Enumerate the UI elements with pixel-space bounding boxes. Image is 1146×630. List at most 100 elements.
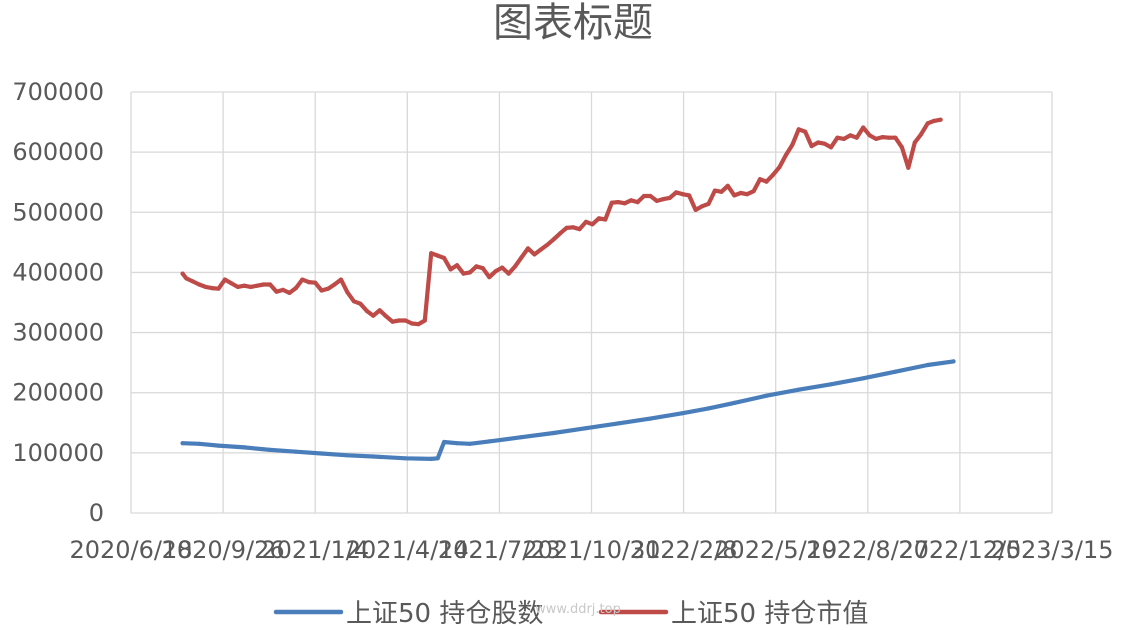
- series-2-point: [371, 313, 376, 318]
- series-2-point: [848, 133, 853, 138]
- series-2-point: [261, 282, 266, 287]
- series-2-point: [525, 246, 531, 251]
- series-2-point: [222, 277, 227, 282]
- x-tick-label: 2021/4/14: [346, 536, 469, 564]
- series-2-point: [906, 165, 911, 170]
- y-tick-label: 300000: [12, 319, 104, 347]
- series-2-point: [448, 267, 453, 272]
- series-2-point: [816, 140, 821, 145]
- series-2-point: [629, 198, 634, 203]
- series-1-point: [467, 441, 472, 446]
- series-2-point: [345, 290, 350, 295]
- x-tick-label: 2022/2/8: [630, 536, 738, 564]
- y-tick-label: 600000: [12, 138, 104, 166]
- series-1-point: [861, 376, 866, 381]
- chart-title: 图表标题: [493, 0, 653, 46]
- series-2-point: [319, 288, 324, 293]
- series-1-point: [893, 369, 898, 374]
- series-2-point: [571, 225, 576, 230]
- series-2-point: [235, 284, 240, 289]
- series-2-point: [538, 247, 543, 252]
- series-1-point: [951, 359, 956, 364]
- y-tick-label: 100000: [12, 439, 104, 467]
- series-1-point: [925, 362, 930, 368]
- series-1-point: [706, 406, 711, 411]
- series-1-point: [732, 400, 737, 405]
- series-2-point: [648, 193, 653, 199]
- series-1-point: [345, 453, 350, 458]
- series-2-point: [732, 193, 737, 198]
- series-2-point: [828, 145, 834, 150]
- x-tick-label: 2021/1/4: [261, 536, 369, 564]
- x-tick-label: 2023/3/15: [990, 536, 1113, 564]
- series-2-point: [487, 275, 492, 280]
- series-2-point: [390, 319, 395, 324]
- series-2-point: [248, 284, 253, 289]
- series-2-point: [770, 172, 776, 178]
- legend-label-2: 上证50 持仓市值: [671, 599, 868, 629]
- series-2-point: [493, 269, 498, 274]
- series-2-point: [461, 271, 466, 276]
- series-2-point: [403, 318, 408, 323]
- series-2-point: [603, 217, 608, 222]
- y-tick-label: 0: [89, 499, 104, 527]
- series-2-point: [519, 255, 524, 260]
- chart-legend: 上证50 持仓股数 上证50 持仓市值: [273, 599, 868, 629]
- series-1-point: [429, 456, 434, 461]
- series-2-point: [919, 132, 924, 137]
- series-2-point: [229, 281, 234, 286]
- series-2-point: [409, 321, 414, 326]
- series-2-point: [790, 142, 795, 147]
- watermark-text: www.ddrj.top: [535, 602, 621, 617]
- series-2-point: [809, 144, 814, 149]
- series-2-point: [867, 133, 872, 138]
- series-2-point: [326, 286, 331, 291]
- series-2-point: [712, 188, 718, 193]
- series-2-point: [280, 287, 286, 292]
- series-2-point: [532, 252, 537, 257]
- series-2-point: [783, 153, 788, 158]
- series-2-point: [803, 129, 808, 134]
- series-2-point: [745, 192, 750, 197]
- series-2-point: [377, 308, 382, 313]
- series-2-point: [777, 165, 782, 170]
- legend-label-1: 上证50 持仓股数: [346, 599, 543, 629]
- series-2-point: [938, 117, 943, 122]
- series-2-point: [596, 216, 602, 221]
- series-2-point: [583, 219, 589, 224]
- series-line-2: [180, 117, 943, 327]
- series-2-point: [899, 145, 905, 150]
- series-2-point: [180, 271, 185, 276]
- y-axis-tick-labels: 0 100000 200000 300000 400000 500000 600000 700…: [12, 78, 104, 527]
- series-1-point: [680, 411, 685, 416]
- series-2-point: [429, 251, 434, 256]
- series-2-point: [506, 271, 511, 276]
- series-2-point: [757, 177, 763, 182]
- series-2-point: [861, 125, 866, 130]
- series-2-point: [364, 308, 369, 313]
- series-2-point: [313, 280, 318, 285]
- series-1-point: [519, 435, 524, 440]
- series-2-point: [384, 314, 389, 319]
- series-2-point: [680, 192, 685, 197]
- series-2-point: [293, 286, 298, 291]
- series-2-point: [874, 136, 879, 141]
- chart-gridlines: [130, 91, 1053, 514]
- series-2-point: [184, 276, 189, 281]
- x-tick-label: 2020/6/18: [69, 536, 192, 564]
- series-2-point: [209, 286, 215, 291]
- series-2-point: [796, 127, 801, 132]
- series-2-point: [442, 255, 447, 261]
- series-2-point: [545, 242, 550, 247]
- series-2-point: [274, 289, 279, 294]
- series-2-point: [912, 140, 917, 145]
- series-2-point: [558, 231, 563, 236]
- x-tick-label: 2022/8/27: [806, 536, 929, 564]
- series-1-point: [648, 416, 653, 421]
- series-2-point: [351, 299, 356, 304]
- series-2-point: [687, 193, 692, 198]
- series-2-point: [738, 190, 743, 196]
- series-2-point: [725, 183, 730, 188]
- series-1-point: [442, 439, 447, 445]
- series-1-point: [180, 441, 185, 446]
